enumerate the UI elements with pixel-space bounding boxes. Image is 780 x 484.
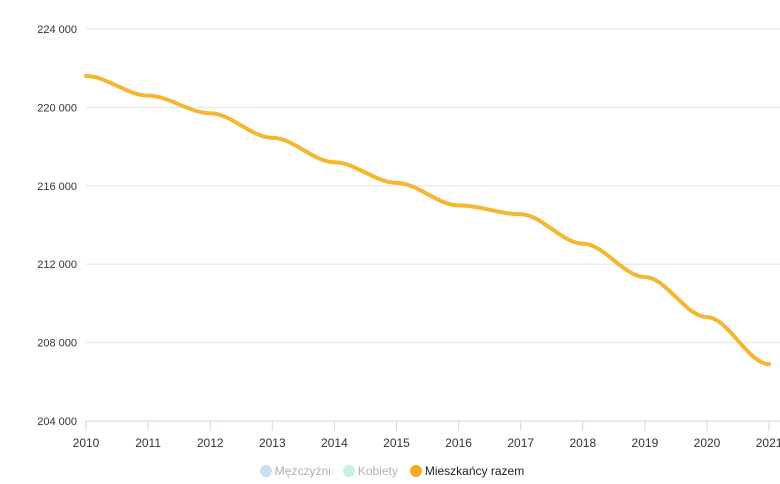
legend-label: Mężczyźni	[274, 464, 331, 478]
x-tick-label: 2015	[383, 436, 410, 450]
legend-item[interactable]: Mieszkańcy razem	[409, 464, 525, 478]
legend-marker-icon	[409, 465, 422, 477]
x-tick-label: 2010	[73, 436, 100, 450]
legend: Mężczyźni Kobiety Mieszkańcy razem	[0, 464, 780, 478]
y-tick-label: 208 000	[37, 338, 77, 350]
y-tick-label: 216 000	[37, 181, 77, 193]
x-tick-label: 2013	[259, 436, 286, 450]
legend-item[interactable]: Kobiety	[342, 464, 398, 478]
series-line-mieszkancy-razem[interactable]	[84, 74, 772, 367]
x-tick-label: 2016	[445, 436, 472, 450]
y-tick-label: 204 000	[37, 416, 77, 428]
legend-label: Mieszkańcy razem	[424, 464, 525, 478]
legend-label: Kobiety	[357, 464, 398, 478]
y-tick-label: 224 000	[37, 24, 77, 36]
x-tick-label: 2018	[569, 436, 596, 450]
legend-marker-icon	[342, 465, 355, 477]
x-tick-label: 2020	[694, 436, 721, 450]
legend-item[interactable]: Mężczyźni	[259, 464, 331, 478]
x-tick-label: 2017	[507, 436, 534, 450]
x-tick-label: 2012	[197, 436, 224, 450]
legend-marker-icon	[259, 465, 272, 477]
y-tick-label: 220 000	[37, 102, 77, 114]
y-tick-label: 212 000	[37, 259, 77, 271]
x-tick-label: 2011	[135, 436, 161, 450]
x-tick-label: 2014	[321, 436, 348, 450]
x-tick-label: 2021	[756, 436, 780, 450]
x-tick-label: 2019	[632, 436, 659, 450]
line-chart: 204 000 208 000 212 000 216 000 220 000 224 0…	[37, 24, 780, 450]
